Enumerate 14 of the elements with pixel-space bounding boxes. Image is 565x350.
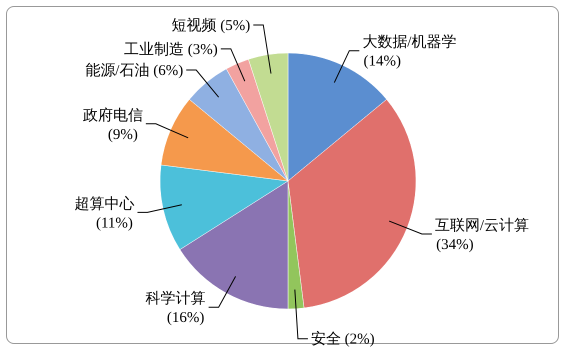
slice-label: 工业制造 (3%) (124, 40, 218, 58)
slice-label: 能源/石油 (6%) (85, 62, 184, 80)
data-label: (34%) (436, 237, 474, 254)
slice-label: 安全 (2%) (310, 330, 375, 348)
data-label: (16%) (166, 310, 204, 326)
slice-label: 科学计算 (146, 290, 206, 308)
slice-label: 超算中心 (74, 195, 134, 212)
slice-label: 大数据/机器学 (362, 34, 456, 51)
slice-label: 互联网/云计算 (434, 217, 530, 234)
slice-label: 短视频 (5%) (172, 16, 250, 34)
slice-label: 政府电信 (82, 106, 143, 124)
data-label: (11%) (96, 215, 133, 232)
data-label: (14%) (364, 54, 402, 70)
data-label: (9%) (108, 126, 138, 143)
